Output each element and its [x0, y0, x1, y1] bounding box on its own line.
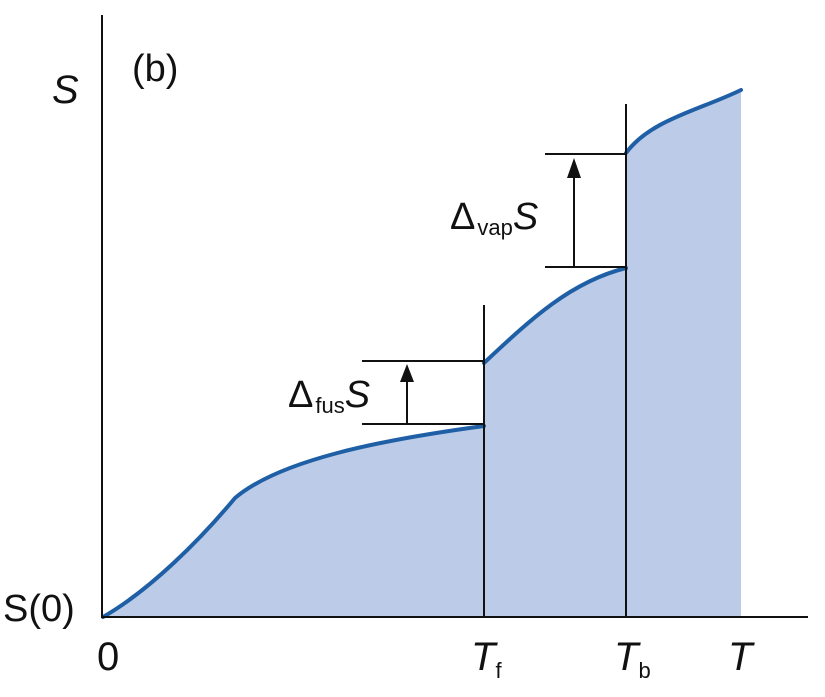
origin-entropy-label: S(0)	[3, 588, 75, 630]
melting-temperature-label: Tf	[471, 635, 502, 682]
melting-temperature-subscript: f	[495, 658, 502, 683]
vaporization-entropy-label: ΔvapS	[450, 196, 539, 239]
boiling-temperature-label: Tb	[614, 635, 651, 682]
vaporization-arrow-head	[567, 158, 581, 178]
vaporization-delta-symbol: Δ	[450, 196, 476, 238]
fusion-subscript: fus	[315, 393, 345, 418]
melting-temperature-symbol: T	[471, 635, 496, 679]
solid-phase-curve	[101, 424, 486, 619]
fusion-entropy-symbol: S	[344, 374, 371, 416]
panel-label: (b)	[132, 48, 179, 90]
fusion-arrow-head	[400, 364, 414, 382]
x-axis-label: T	[728, 635, 753, 679]
x-origin-label: 0	[97, 635, 120, 679]
y-axis-label: S	[52, 68, 79, 112]
area-under-curve	[103, 90, 741, 617]
boiling-temperature-subscript: b	[638, 658, 651, 683]
vaporization-subscript: vap	[477, 215, 513, 240]
gas-phase-curve	[624, 88, 743, 155]
liquid-phase-curve	[482, 266, 628, 365]
fusion-entropy-label: ΔfusS	[288, 374, 371, 417]
vaporization-entropy-symbol: S	[512, 196, 539, 238]
fusion-delta-symbol: Δ	[288, 374, 314, 416]
boiling-temperature-symbol: T	[614, 635, 639, 679]
